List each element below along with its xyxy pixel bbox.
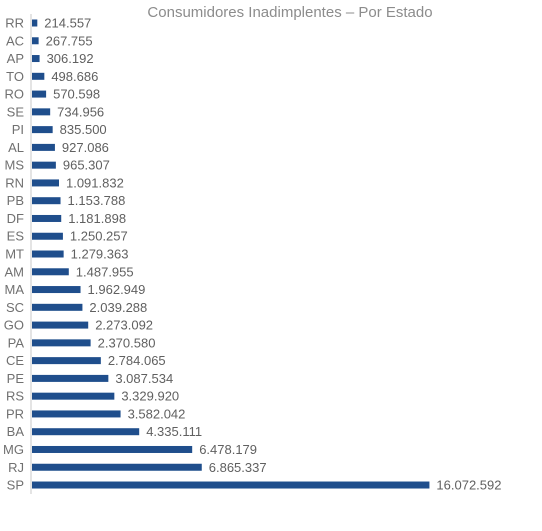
value-label-to: 498.686 [51, 69, 98, 84]
category-label-al: AL [8, 140, 24, 155]
category-label-mg: MG [3, 442, 24, 457]
category-label-ce: CE [6, 353, 24, 368]
value-label-se: 734.956 [57, 104, 104, 119]
category-label-rn: RN [5, 175, 24, 190]
category-label-df: DF [7, 211, 24, 226]
bar-pr [32, 410, 121, 418]
bar-ro [32, 90, 47, 98]
bar-rn [32, 179, 59, 187]
bar-mt [32, 250, 64, 258]
bar-mg [32, 445, 193, 453]
category-label-mt: MT [5, 247, 24, 262]
bar-sc [32, 303, 83, 311]
category-label-go: GO [4, 318, 24, 333]
bar-rs [32, 392, 115, 400]
value-label-pr: 3.582.042 [128, 406, 186, 421]
category-label-rs: RS [6, 389, 24, 404]
value-label-ma: 1.962.949 [88, 282, 146, 297]
value-label-ap: 306.192 [47, 51, 94, 66]
bar-pe [32, 374, 109, 382]
bar-am [32, 268, 69, 276]
bar-pa [32, 339, 91, 347]
bar-ba [32, 428, 140, 436]
bar-rr [32, 19, 38, 27]
value-label-am: 1.487.955 [76, 264, 134, 279]
category-labels-group: RR AC AP TO RO SE PI AL MS RN PB DF ES MT AM MA SC GO PA CE… [3, 16, 24, 493]
bar-pb [32, 197, 61, 205]
value-label-sp: 16.072.592 [436, 478, 501, 493]
bar-go [32, 321, 89, 329]
value-label-rs: 3.329.920 [121, 389, 179, 404]
bar-rj [32, 463, 202, 471]
category-label-ms: MS [5, 158, 25, 173]
category-label-am: AM [5, 264, 25, 279]
value-label-rn: 1.091.832 [66, 175, 124, 190]
value-label-ac: 267.755 [46, 33, 93, 48]
category-label-pr: PR [6, 406, 24, 421]
bar-df [32, 214, 62, 222]
category-label-pb: PB [7, 193, 24, 208]
bar-pi [32, 126, 53, 134]
category-label-ma: MA [5, 282, 25, 297]
value-label-pi: 835.500 [60, 122, 107, 137]
bar-es [32, 232, 63, 240]
bar-ma [32, 286, 81, 294]
bar-ap [32, 55, 40, 63]
category-label-sc: SC [6, 300, 24, 315]
bar-ce [32, 357, 101, 365]
category-label-rr: RR [5, 16, 24, 31]
value-label-al: 927.086 [62, 140, 109, 155]
value-labels-group: 214.557 267.755 306.192 498.686 570.598 734.9… [44, 16, 501, 493]
value-label-pa: 2.370.580 [98, 335, 156, 350]
category-label-ba: BA [7, 424, 25, 439]
value-label-go: 2.273.092 [95, 318, 153, 333]
category-label-to: TO [6, 69, 24, 84]
value-label-es: 1.250.257 [70, 229, 128, 244]
value-label-pb: 1.153.788 [68, 193, 126, 208]
category-label-pa: PA [8, 335, 25, 350]
category-label-pi: PI [12, 122, 24, 137]
value-label-df: 1.181.898 [68, 211, 126, 226]
value-label-ce: 2.784.065 [108, 353, 166, 368]
category-label-se: SE [7, 104, 25, 119]
category-label-pe: PE [7, 371, 25, 386]
bar-ac [32, 37, 39, 45]
value-label-mt: 1.279.363 [71, 247, 129, 262]
value-label-pe: 3.087.534 [115, 371, 173, 386]
category-label-ac: AC [6, 33, 24, 48]
category-label-es: ES [7, 229, 25, 244]
category-label-rj: RJ [8, 460, 24, 475]
bar-sp [32, 481, 430, 489]
bars-group [32, 19, 430, 489]
value-label-rj: 6.865.337 [209, 460, 267, 475]
value-label-ro: 570.598 [53, 87, 100, 102]
value-label-sc: 2.039.288 [89, 300, 147, 315]
category-label-sp: SP [7, 478, 24, 493]
bar-ms [32, 161, 56, 169]
bar-se [32, 108, 51, 116]
value-label-ms: 965.307 [63, 158, 110, 173]
chart-title: Consumidores Inadimplentes – Por Estado [147, 4, 432, 21]
category-label-ro: RO [5, 87, 25, 102]
value-label-mg: 6.478.179 [199, 442, 257, 457]
category-label-ap: AP [7, 51, 24, 66]
value-label-ba: 4.335.111 [146, 424, 202, 439]
bar-to [32, 72, 45, 80]
value-label-rr: 214.557 [44, 16, 91, 31]
bar-al [32, 143, 55, 151]
